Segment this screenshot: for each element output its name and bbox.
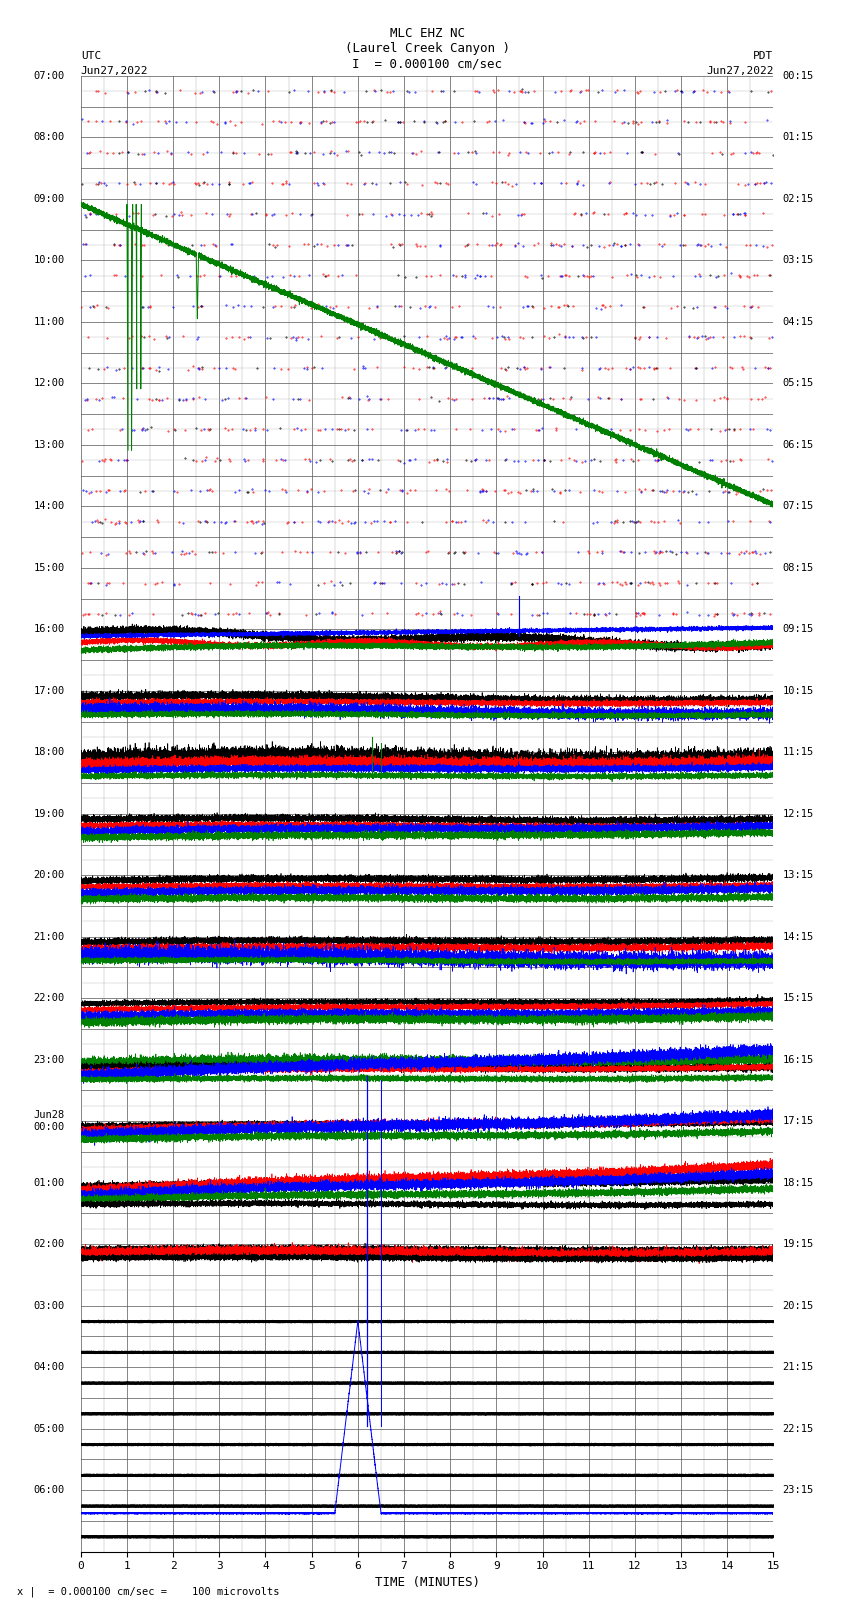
Text: 00:15: 00:15 [783, 71, 814, 81]
Text: 06:00: 06:00 [33, 1486, 65, 1495]
Text: 05:00: 05:00 [33, 1424, 65, 1434]
Text: 12:15: 12:15 [783, 808, 814, 819]
Text: 09:00: 09:00 [33, 194, 65, 203]
Text: 20:15: 20:15 [783, 1300, 814, 1311]
Text: 08:00: 08:00 [33, 132, 65, 142]
Text: 21:00: 21:00 [33, 932, 65, 942]
Text: 02:00: 02:00 [33, 1239, 65, 1248]
Text: 12:00: 12:00 [33, 379, 65, 389]
Text: 18:00: 18:00 [33, 747, 65, 756]
Text: 16:15: 16:15 [783, 1055, 814, 1065]
Text: 01:15: 01:15 [783, 132, 814, 142]
Text: 22:15: 22:15 [783, 1424, 814, 1434]
Text: 13:00: 13:00 [33, 440, 65, 450]
Text: 13:15: 13:15 [783, 871, 814, 881]
Text: 15:00: 15:00 [33, 563, 65, 573]
Text: 07:00: 07:00 [33, 71, 65, 81]
Text: 15:15: 15:15 [783, 994, 814, 1003]
Text: 23:00: 23:00 [33, 1055, 65, 1065]
Text: 14:00: 14:00 [33, 502, 65, 511]
Text: 04:00: 04:00 [33, 1363, 65, 1373]
Text: 21:15: 21:15 [783, 1363, 814, 1373]
Text: 19:15: 19:15 [783, 1239, 814, 1248]
Text: 10:15: 10:15 [783, 686, 814, 695]
Text: 07:15: 07:15 [783, 502, 814, 511]
Text: 19:00: 19:00 [33, 808, 65, 819]
Text: 02:15: 02:15 [783, 194, 814, 203]
Text: 17:00: 17:00 [33, 686, 65, 695]
Text: 04:15: 04:15 [783, 316, 814, 327]
Text: 20:00: 20:00 [33, 871, 65, 881]
Text: PDT: PDT [753, 52, 774, 61]
Text: UTC: UTC [81, 52, 101, 61]
Text: 03:00: 03:00 [33, 1300, 65, 1311]
Text: 11:15: 11:15 [783, 747, 814, 756]
Text: Jun27,2022: Jun27,2022 [706, 66, 774, 76]
Text: 17:15: 17:15 [783, 1116, 814, 1126]
Text: Jun27,2022: Jun27,2022 [81, 66, 148, 76]
Text: 18:15: 18:15 [783, 1177, 814, 1187]
Text: 10:00: 10:00 [33, 255, 65, 265]
Text: 23:15: 23:15 [783, 1486, 814, 1495]
Text: 03:15: 03:15 [783, 255, 814, 265]
Text: 11:00: 11:00 [33, 316, 65, 327]
Title: MLC EHZ NC
(Laurel Creek Canyon )
I  = 0.000100 cm/sec: MLC EHZ NC (Laurel Creek Canyon ) I = 0.… [344, 27, 510, 71]
Text: 14:15: 14:15 [783, 932, 814, 942]
Text: 06:15: 06:15 [783, 440, 814, 450]
Text: 22:00: 22:00 [33, 994, 65, 1003]
Text: 08:15: 08:15 [783, 563, 814, 573]
X-axis label: TIME (MINUTES): TIME (MINUTES) [375, 1576, 479, 1589]
Text: Jun28
00:00: Jun28 00:00 [33, 1110, 65, 1132]
Text: 01:00: 01:00 [33, 1177, 65, 1187]
Text: 05:15: 05:15 [783, 379, 814, 389]
Text: x |  = 0.000100 cm/sec =    100 microvolts: x | = 0.000100 cm/sec = 100 microvolts [17, 1586, 280, 1597]
Text: 16:00: 16:00 [33, 624, 65, 634]
Text: 09:15: 09:15 [783, 624, 814, 634]
